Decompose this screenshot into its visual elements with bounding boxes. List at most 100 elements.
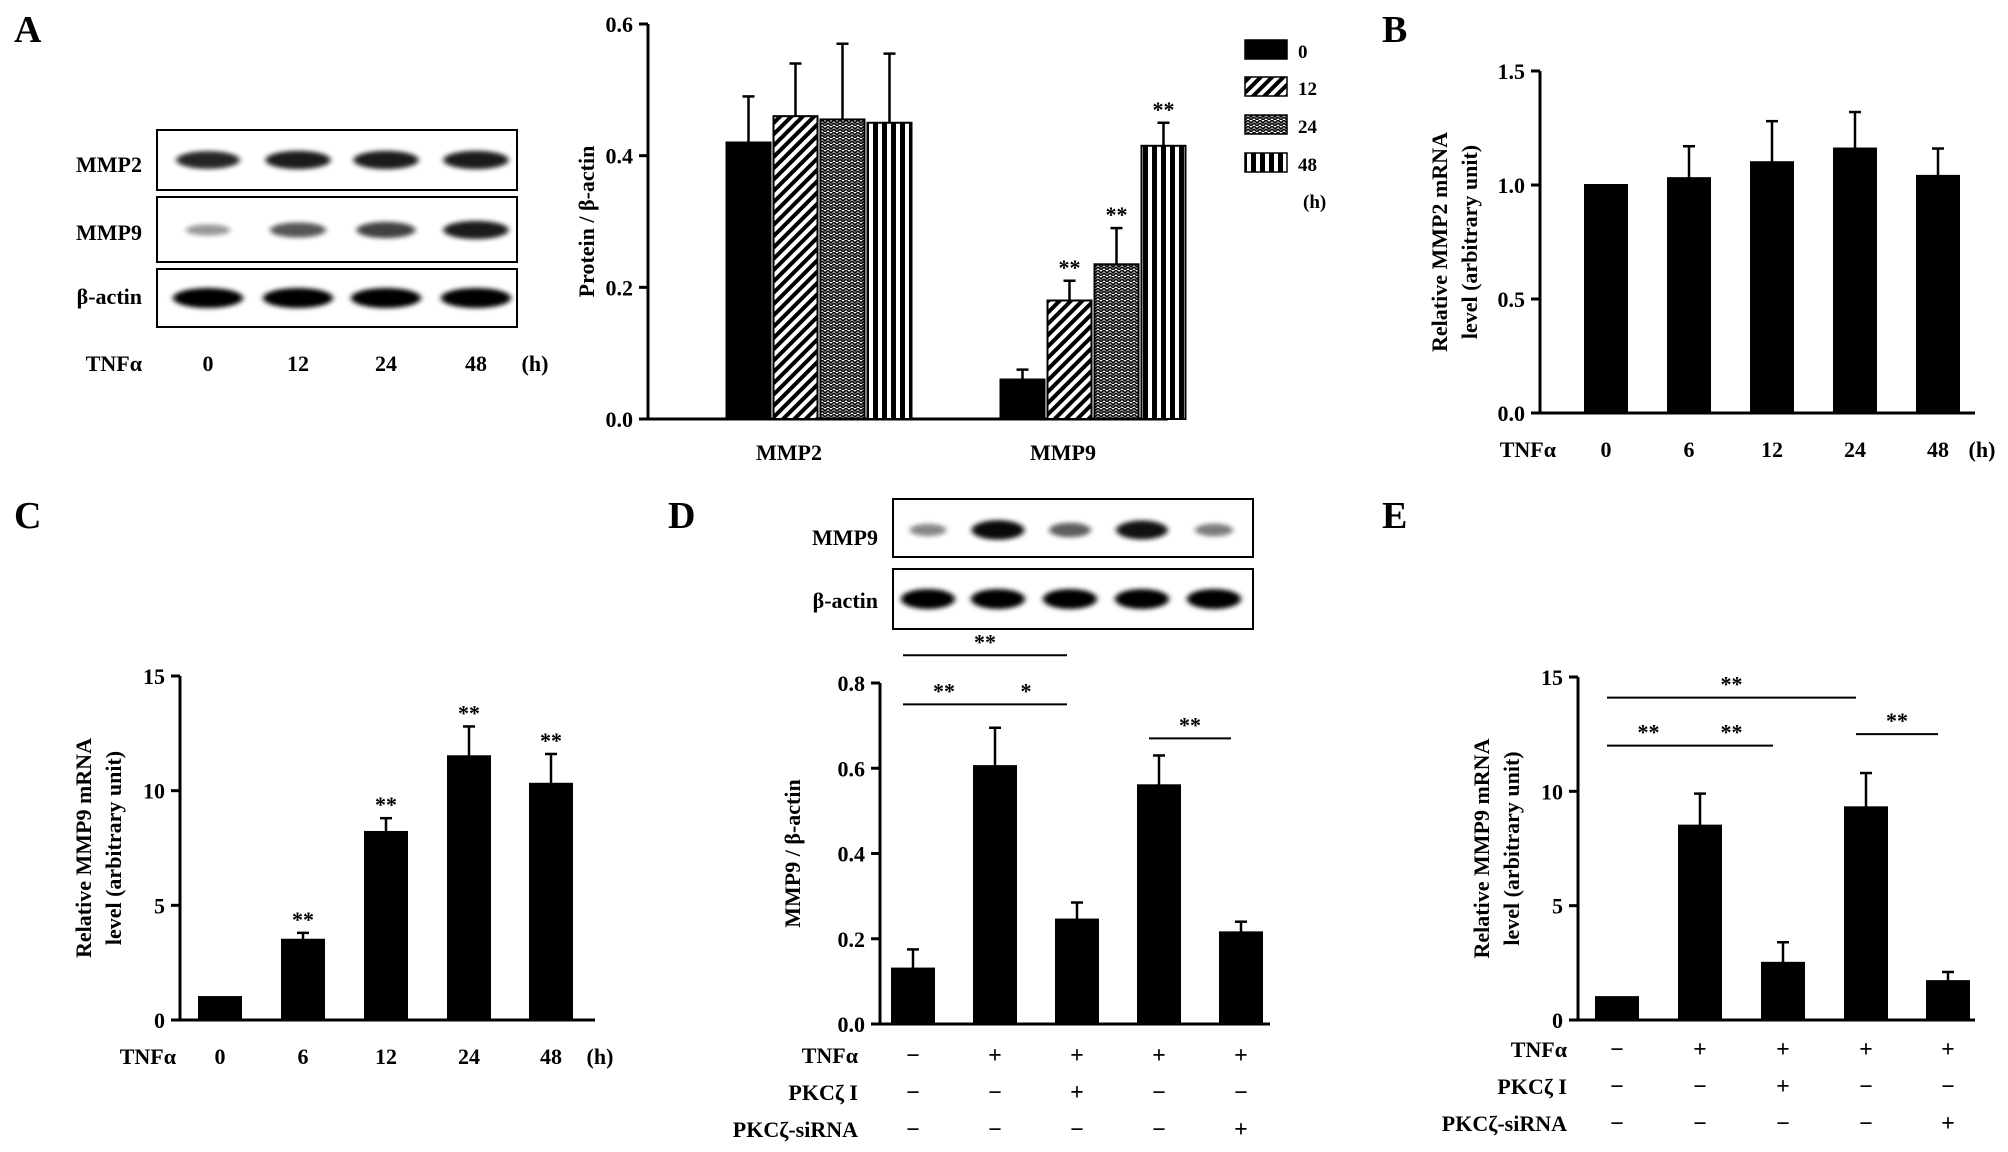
y-tick-label: 0 xyxy=(154,1008,165,1033)
y-tick-label: 0.8 xyxy=(838,671,866,696)
legend-label: 48 xyxy=(1298,155,1317,176)
x-axis-label: TNFα xyxy=(1500,437,1557,462)
blot-d: MMP9 β-actin xyxy=(812,498,1254,630)
bar xyxy=(891,967,935,1026)
blot-a-lane-label: 0 xyxy=(203,351,214,376)
x-tick-label: 24 xyxy=(1844,437,1866,462)
y-axis-label: Protein / β-actin xyxy=(574,146,599,298)
blot-a-lane-label: 24 xyxy=(375,351,397,376)
blot-a-band xyxy=(176,151,240,169)
chart-a-bar: 0.0 0.2 0.4 0.6 Protein / β-actin MMP2 ** ** ** M… xyxy=(574,12,1326,465)
panel-letter-c: C xyxy=(14,495,41,537)
blot-a: MMP2 MMP9 β-actin TNFα 0 12 24 48 (h) xyxy=(76,129,548,376)
condition-mark: − xyxy=(1693,1111,1707,1137)
blot-a-row-label: MMP2 xyxy=(76,152,142,177)
blot-a-band xyxy=(263,288,333,308)
condition-mark: − xyxy=(1610,1111,1624,1137)
condition-mark: − xyxy=(1152,1080,1166,1106)
bar xyxy=(1750,161,1794,414)
bar xyxy=(1833,147,1877,415)
significance-label: * xyxy=(1021,678,1032,703)
blot-a-row-label: β-actin xyxy=(77,284,142,309)
chart-c: 0 5 10 15 Relative MMP9 mRNA level (arbitrary… xyxy=(71,664,613,1069)
bar xyxy=(1055,918,1099,1025)
condition-mark: + xyxy=(1234,1117,1248,1143)
x-unit-label: (h) xyxy=(1969,437,1996,462)
blot-a-band xyxy=(443,150,509,170)
bar xyxy=(364,830,408,1021)
bar xyxy=(1926,980,1970,1021)
bar xyxy=(1916,174,1960,414)
bar xyxy=(1137,784,1181,1025)
legend-label: 0 xyxy=(1298,42,1308,63)
condition-mark: + xyxy=(1152,1043,1166,1069)
panel-letter-d: D xyxy=(668,495,695,537)
bar xyxy=(772,115,819,421)
blot-d-band xyxy=(1115,589,1169,609)
bar xyxy=(725,141,772,420)
y-axis-label: Relative MMP9 mRNA xyxy=(1469,738,1494,958)
blot-a-band xyxy=(265,150,331,170)
significance-label: ** xyxy=(933,678,955,703)
blot-d-band xyxy=(1187,589,1241,609)
blot-d-band xyxy=(1116,520,1168,540)
condition-row-label: PKCζ I xyxy=(1497,1074,1567,1099)
legend-swatch xyxy=(1244,76,1288,97)
y-tick-label: 10 xyxy=(143,779,165,804)
y-tick-label: 10 xyxy=(1541,779,1563,804)
condition-mark: − xyxy=(1234,1080,1248,1106)
significance-label: ** xyxy=(458,700,480,725)
condition-mark: + xyxy=(988,1043,1002,1069)
bar xyxy=(1761,961,1805,1021)
y-tick-label: 0.2 xyxy=(838,927,866,952)
blot-a-band xyxy=(351,288,421,308)
condition-row-label: PKCζ-siRNA xyxy=(733,1117,858,1142)
condition-mark: − xyxy=(1859,1074,1873,1100)
bar xyxy=(281,938,325,1022)
bar xyxy=(1678,824,1722,1022)
blot-a-band xyxy=(441,288,511,308)
y-tick-label: 0.4 xyxy=(606,144,634,169)
condition-row-label: TNFα xyxy=(1511,1037,1568,1062)
y-axis-label: Relative MMP2 mRNA xyxy=(1427,132,1452,352)
blot-d-row-label: β-actin xyxy=(813,588,878,613)
significance-label: ** xyxy=(974,629,996,654)
blot-d-band xyxy=(1043,589,1097,609)
condition-mark: − xyxy=(1152,1117,1166,1143)
x-tick-label: 0 xyxy=(1601,437,1612,462)
bar xyxy=(1046,299,1093,420)
y-tick-label: 0.2 xyxy=(606,275,634,300)
legend-label: 24 xyxy=(1298,117,1318,138)
bar xyxy=(999,378,1046,420)
panel-letter-b: B xyxy=(1382,9,1407,51)
x-tick-label: 12 xyxy=(1761,437,1783,462)
condition-mark: + xyxy=(1776,1074,1790,1100)
legend-swatch xyxy=(1244,152,1288,173)
condition-mark: + xyxy=(1234,1043,1248,1069)
significance-label: ** xyxy=(540,728,562,753)
x-tick-label: 0 xyxy=(215,1044,226,1069)
condition-mark: − xyxy=(1610,1037,1624,1063)
condition-mark: + xyxy=(1941,1037,1955,1063)
y-axis-label: level (arbitrary unit) xyxy=(1499,751,1524,945)
y-tick-label: 0.0 xyxy=(1498,401,1526,426)
x-category-label: MMP2 xyxy=(756,440,822,465)
significance-label: ** xyxy=(1721,672,1743,697)
blot-d-band xyxy=(901,589,955,609)
condition-mark: − xyxy=(906,1043,920,1069)
condition-mark: − xyxy=(906,1080,920,1106)
condition-mark: − xyxy=(1693,1074,1707,1100)
y-tick-label: 0.6 xyxy=(838,756,866,781)
condition-row-label: TNFα xyxy=(802,1043,859,1068)
bar xyxy=(1844,806,1888,1022)
y-axis-label: Relative MMP9 mRNA xyxy=(71,738,96,958)
significance-label: ** xyxy=(1638,720,1660,745)
panel-letter-a: A xyxy=(14,9,42,51)
x-tick-label: 6 xyxy=(1684,437,1695,462)
bar xyxy=(1219,931,1263,1026)
condition-mark: − xyxy=(1070,1117,1084,1143)
significance-label: ** xyxy=(1886,708,1908,733)
blot-a-lane-label: 12 xyxy=(287,351,309,376)
legend-swatch xyxy=(1244,114,1288,135)
